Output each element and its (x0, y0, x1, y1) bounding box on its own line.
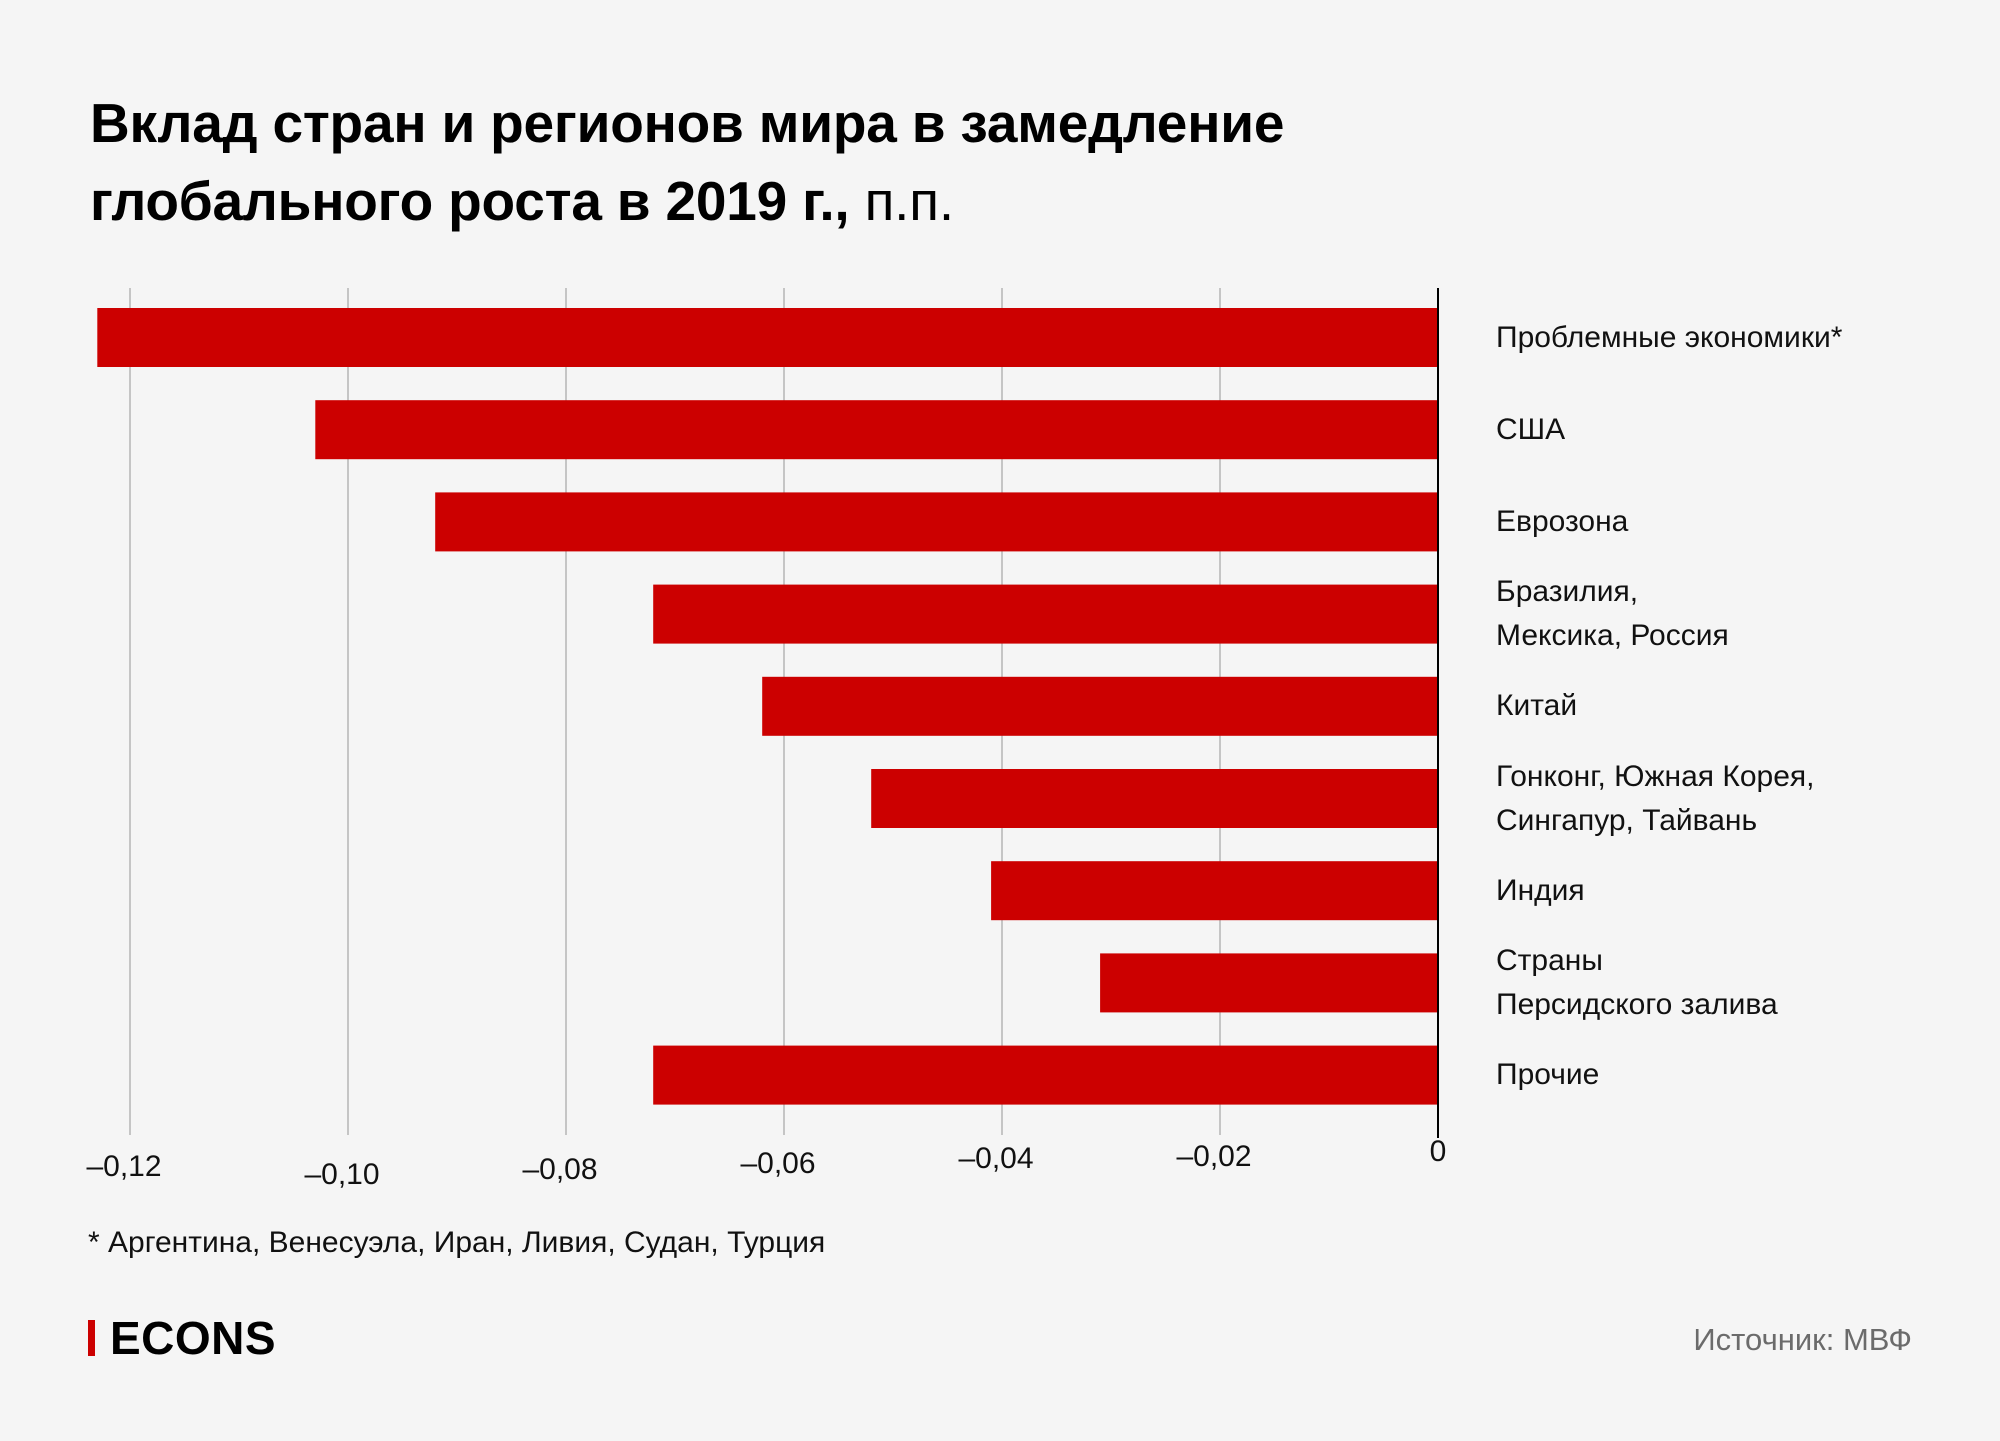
category-label: Китай (1496, 689, 1578, 723)
category-label: Прочие (1496, 1058, 1600, 1092)
logo-text: ECONS (110, 1312, 277, 1364)
econs-logo[interactable]: ECONS (88, 1310, 276, 1366)
x-tick-label: –0,06 (740, 1147, 815, 1180)
title-line-2: глобального роста в 2019 г., п.п. (90, 162, 1590, 240)
bar (871, 769, 1438, 828)
x-tick-label: –0,10 (304, 1158, 379, 1191)
footnote: * Аргентина, Венесуэла, Иран, Ливия, Суд… (88, 1226, 826, 1259)
category-label: Еврозона (1496, 504, 1629, 538)
category-label: Проблемные экономики* (1496, 320, 1843, 354)
bar (315, 400, 1438, 460)
category-label: Индия (1496, 873, 1585, 907)
category-label: США (1496, 412, 1566, 446)
bar (435, 492, 1438, 552)
x-tick-label: 0 (1430, 1135, 1447, 1168)
category-label: Гонконг, Южная Корея, Сингапур, Тайвань (1496, 759, 1815, 837)
bar (97, 308, 1438, 367)
logo-red-bar-icon (88, 1320, 95, 1356)
x-tick-label: –0,08 (522, 1153, 597, 1186)
x-tick-labels: –0,12 –0,10 –0,08 –0,06 –0,04 –0,02 0 (86, 1135, 1446, 1191)
title-line-1: Вклад стран и регионов мира в замедление (90, 92, 1285, 154)
bar (991, 861, 1438, 921)
x-tick-label: –0,02 (1176, 1140, 1251, 1173)
category-label: Страны Персидского залива (1496, 943, 1778, 1021)
bar (1100, 953, 1438, 1013)
bars (97, 308, 1438, 1105)
title-unit: п.п. (849, 170, 955, 232)
source-note: Источник: МВФ (1693, 1322, 1912, 1357)
bar (762, 676, 1438, 736)
x-tick-label: –0,04 (958, 1142, 1033, 1175)
category-label: Бразилия, Мексика, Россия (1496, 575, 1729, 653)
x-tick-label: –0,12 (86, 1150, 161, 1183)
title-line-2-bold: глобального роста в 2019 г., (90, 170, 850, 232)
bar (653, 584, 1438, 644)
bar (653, 1045, 1438, 1105)
chart-title: Вклад стран и регионов мира в замедление… (90, 84, 1590, 240)
